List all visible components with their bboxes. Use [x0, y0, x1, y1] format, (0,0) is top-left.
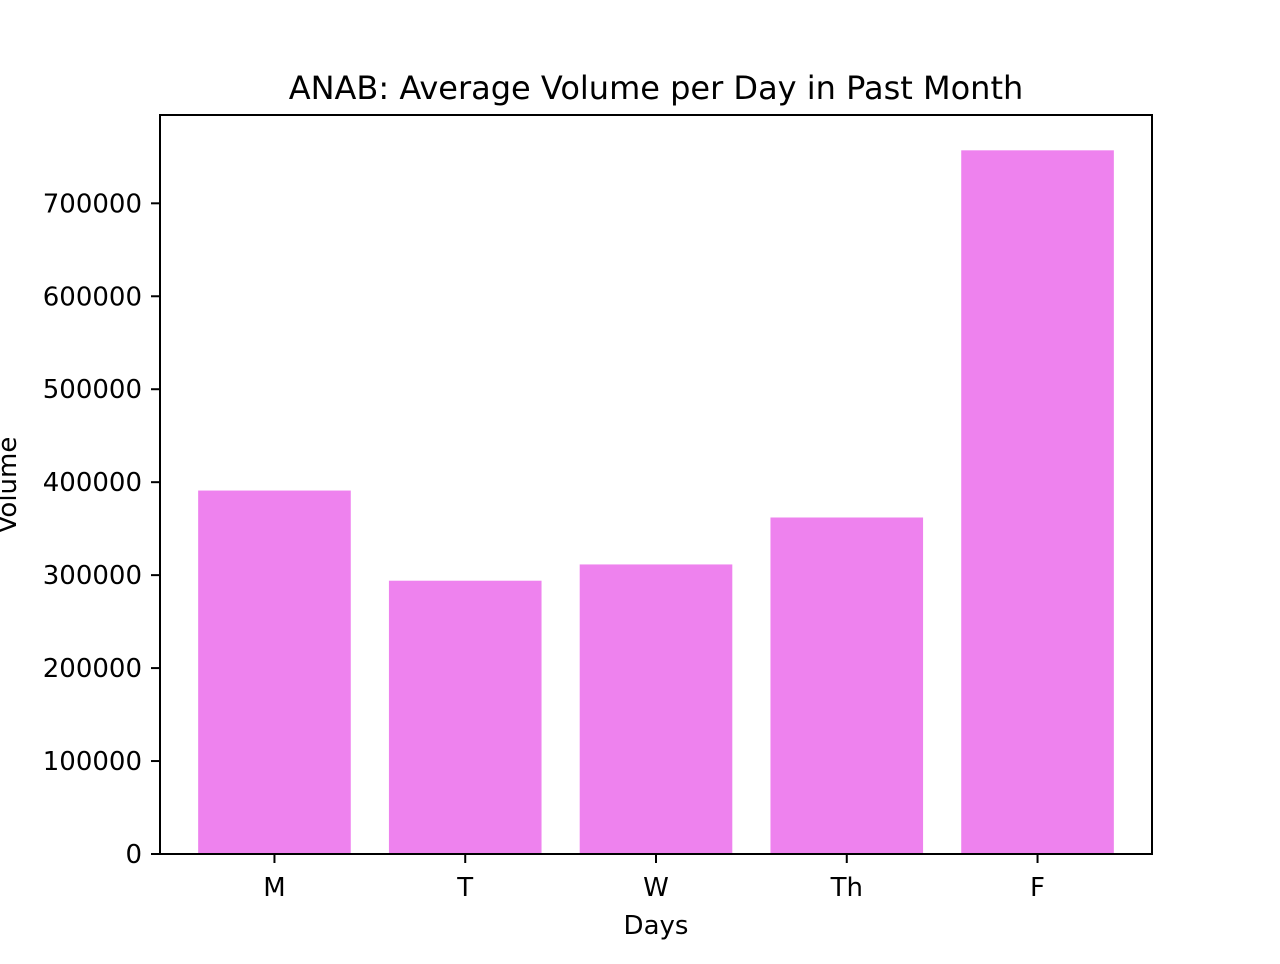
x-tick-label: T — [456, 873, 473, 903]
bars-layer — [198, 150, 1114, 855]
x-axis-label: Days — [624, 911, 689, 941]
x-tick-label: F — [1030, 873, 1045, 903]
y-tick-label: 400000 — [43, 468, 142, 498]
bar-th — [770, 517, 924, 854]
x-tick-label: W — [643, 873, 669, 903]
y-tick-label: 700000 — [43, 189, 142, 219]
y-tick-label: 0 — [125, 840, 142, 870]
bar-t — [388, 580, 542, 854]
bar-m — [198, 490, 351, 854]
y-axis: 0 100000 200000 300000 400000 500000 600000 700… — [43, 189, 160, 870]
y-tick-label: 300000 — [43, 561, 142, 591]
chart-title: ANAB: Average Volume per Day in Past Mon… — [289, 69, 1024, 107]
x-tick-label: Th — [830, 873, 863, 903]
bar-w — [579, 564, 733, 854]
x-axis: M T W Th F — [263, 854, 1045, 903]
x-tick-label: M — [263, 873, 285, 903]
y-axis-label: Volume — [0, 437, 23, 534]
y-tick-label: 100000 — [43, 747, 142, 777]
y-tick-label: 600000 — [43, 282, 142, 312]
bar-f — [961, 150, 1114, 855]
y-tick-label: 500000 — [43, 375, 142, 405]
y-tick-label: 200000 — [43, 654, 142, 684]
